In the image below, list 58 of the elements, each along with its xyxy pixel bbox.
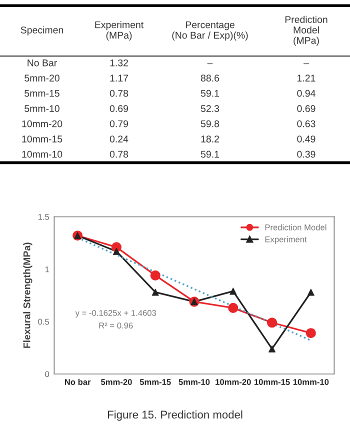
text: – [304,63,309,64]
x-tick-label: 10mm-15 [254,379,290,385]
point [268,345,276,352]
category-label: Percentage (No Bar / Exp)(%) [172,21,248,41]
text: 18.2 [201,136,219,142]
point [307,288,314,296]
x-tick-label: 5mm-10 [178,379,210,385]
category-label: Prediction Model (MPa) [285,16,328,46]
point [306,328,316,338]
text: 0.39 [297,150,316,158]
category-label: 5mm-15 [24,90,60,97]
y-tick-label: 1.5 [38,214,50,220]
y-tick-label: 1 [45,266,49,272]
x-tick-label: 10mm-10 [293,379,329,385]
point [228,302,238,313]
text: 1.17 [110,74,128,82]
text: 1.32 [110,59,128,66]
text: 59.1 [200,90,219,97]
point [266,318,278,328]
point [150,270,160,280]
category-label: 10mm-15 [22,136,62,142]
text: – [207,63,213,64]
text: 88.6 [200,74,220,82]
text: 0.49 [297,136,316,142]
point [112,248,120,255]
point [230,288,237,295]
category-label: 5mm-20 [24,74,60,82]
caption: Figure 15. Prediction model [108,410,242,421]
category-label: No Bar [28,60,57,66]
text: 59.8 [200,120,220,128]
annotation: y = -0.1625x + 1.4603 [75,310,156,318]
point [152,288,159,296]
category-label: Experiment (MPa) [95,21,144,41]
text: 52.3 [200,105,220,112]
x-tick-label: 10mm-20 [216,379,251,385]
text: 0.79 [110,120,128,128]
category-label: Specimen [20,26,63,36]
text: 1.21 [298,74,316,82]
text: 0.94 [297,90,316,97]
text: 0.69 [110,105,128,112]
text: 0.63 [297,120,316,128]
y-axis-title: Flexural Strength(MPa) [23,242,32,348]
text: 0.78 [110,150,128,158]
x-tick-label: No bar [64,378,91,385]
text: 0.69 [297,105,316,112]
y-tick-label: 0 [45,371,50,378]
text: 0.24 [110,136,128,142]
text: 59.1 [200,150,219,158]
legend-label: Experiment [265,236,307,244]
x-tick-label: 5mm-20 [100,379,132,385]
y-tick-label: 0.5 [38,318,50,325]
category-label: 10mm-20 [22,120,62,128]
x-tick-label: 5mm-15 [140,379,171,385]
text: 0.78 [110,90,128,97]
legend-label: Prediction Model [265,224,326,230]
annotation: R² = 0.96 [99,322,133,328]
category-label: 10mm-10 [22,150,62,158]
category-label: 5mm-10 [24,105,60,112]
